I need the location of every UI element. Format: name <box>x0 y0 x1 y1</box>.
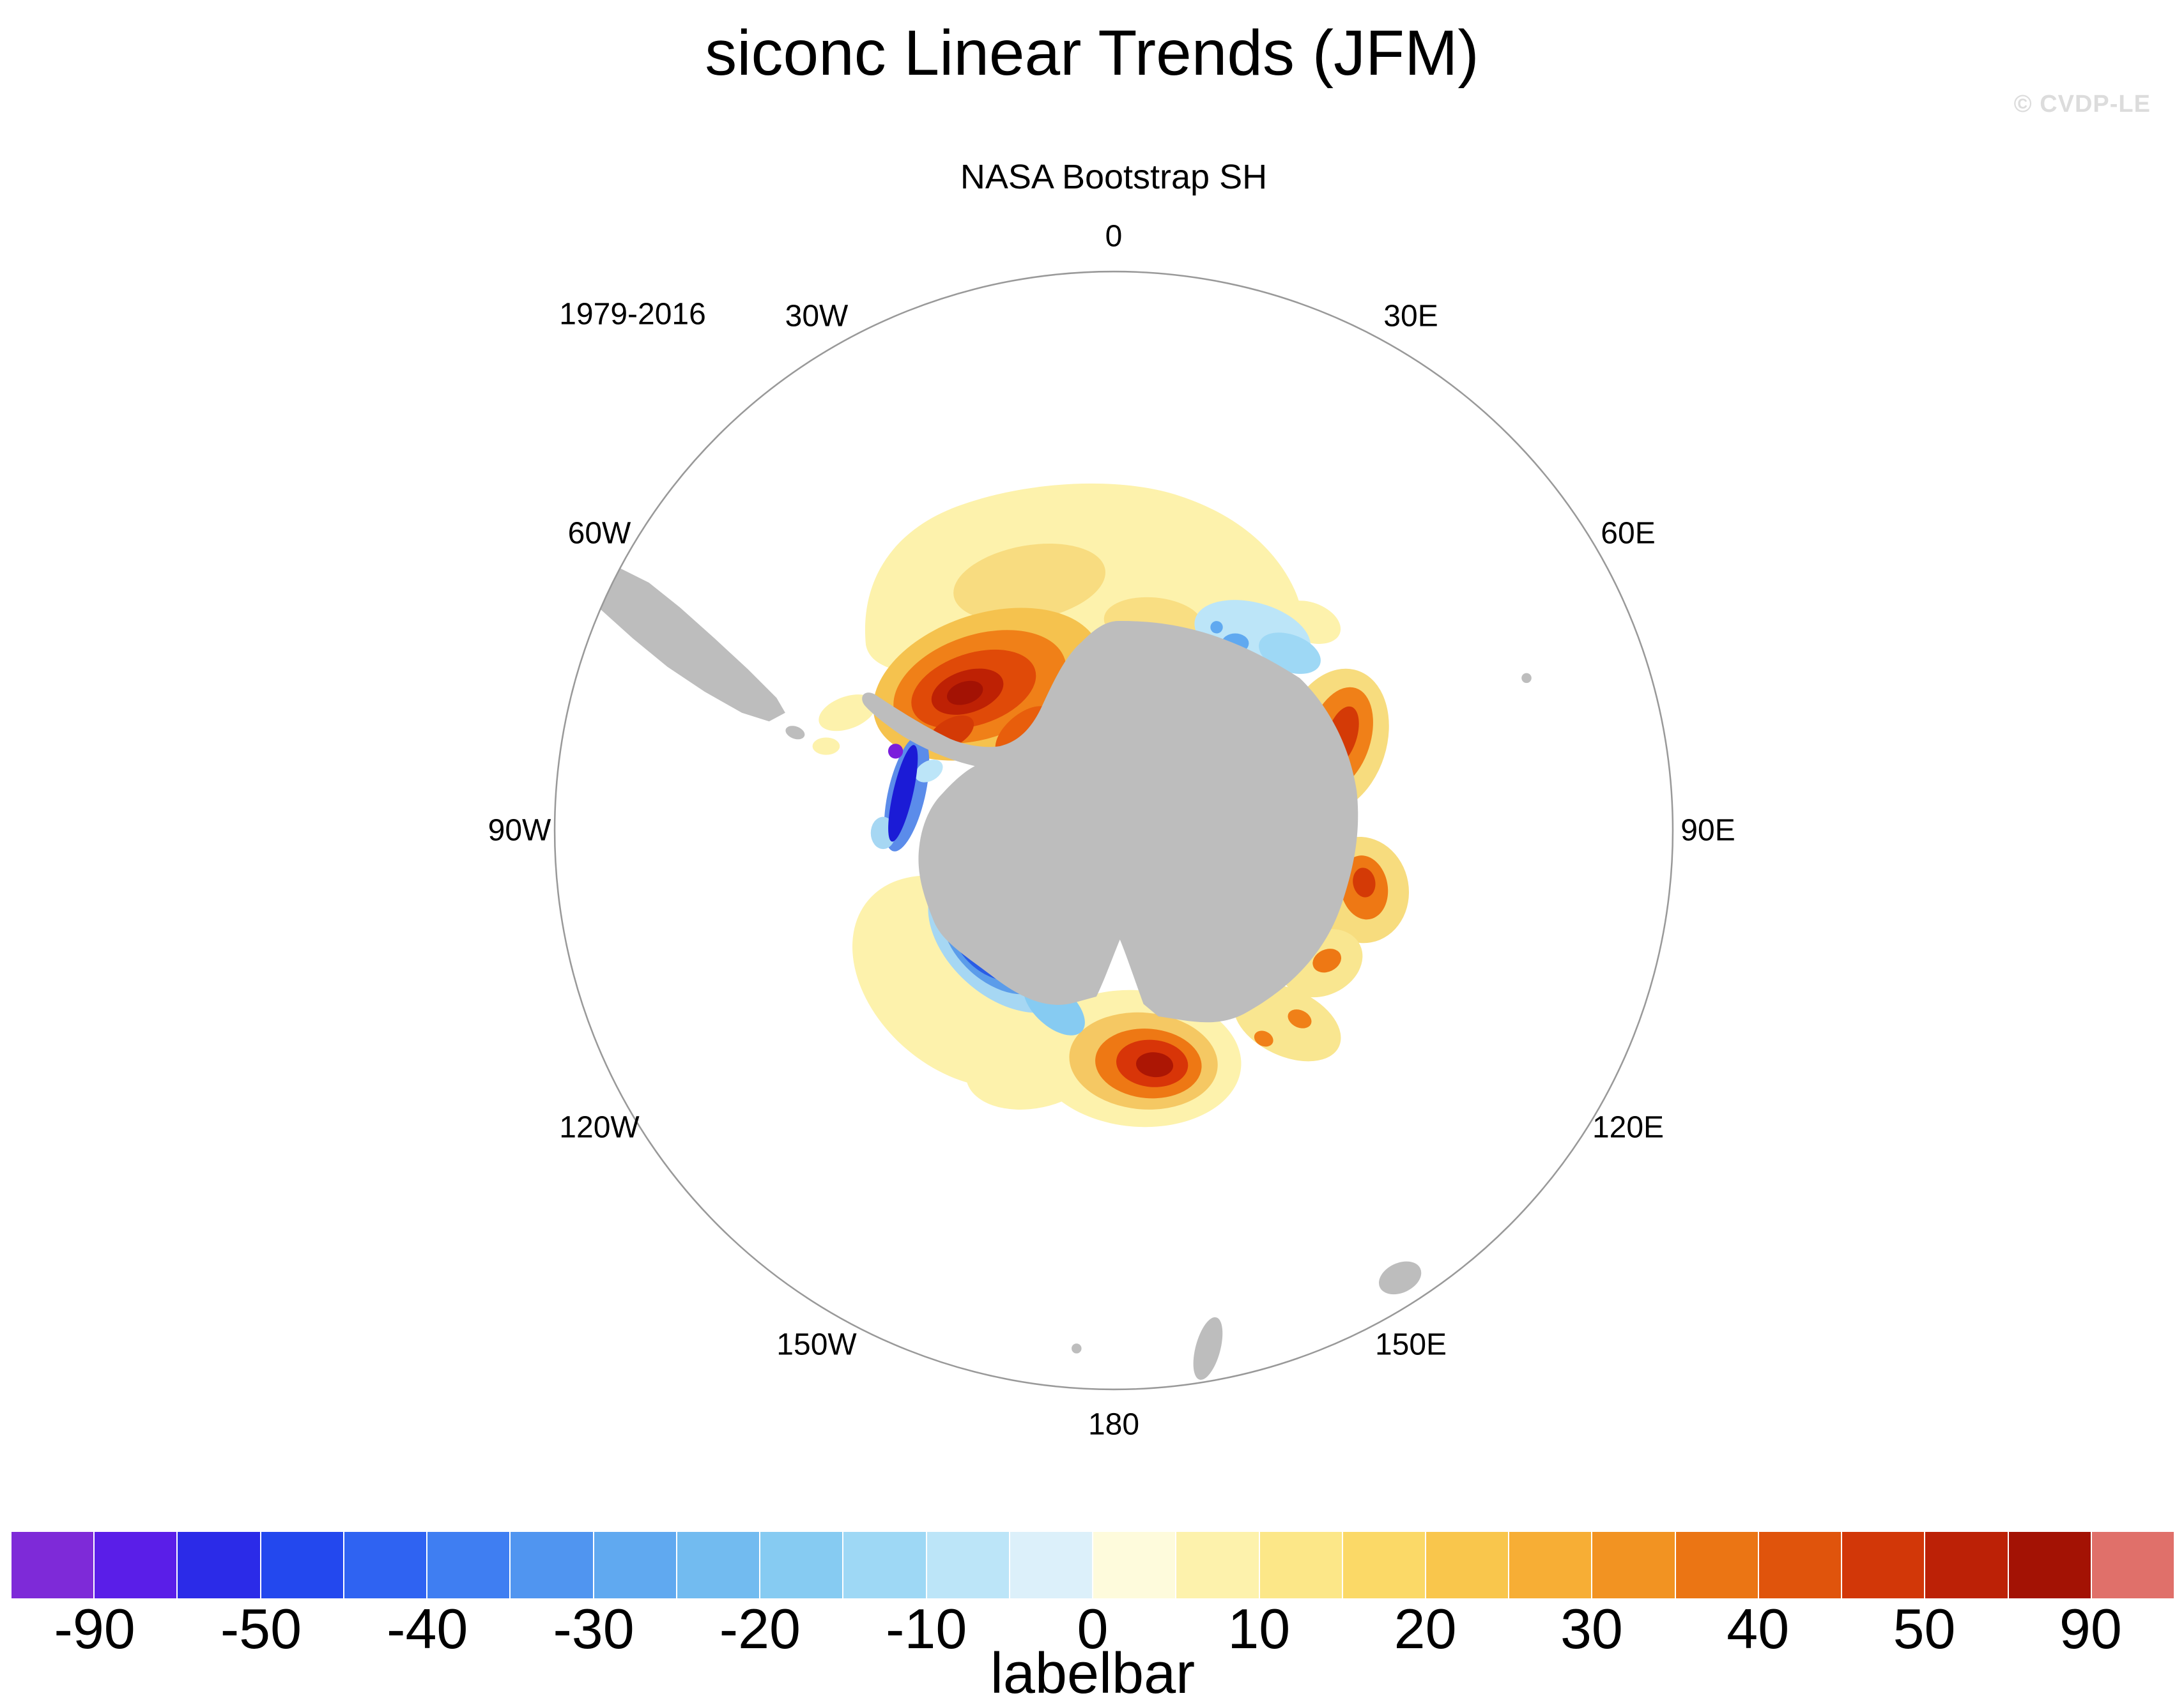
lon-label-150w: 150W <box>776 1327 857 1362</box>
labelbar-box <box>1259 1532 1343 1598</box>
labelbar-box <box>1176 1532 1260 1598</box>
lon-label-0: 0 <box>1105 219 1123 254</box>
labelbar-box <box>594 1532 677 1598</box>
island <box>1521 673 1532 684</box>
island <box>1193 1317 1223 1380</box>
labelbar-ticks: -90 -50 -40 -30 -20 -10 0 10 20 30 40 50… <box>12 1601 2174 1660</box>
labelbar-box <box>1509 1532 1593 1598</box>
labelbar-box <box>511 1532 594 1598</box>
polar-map <box>553 270 1674 1391</box>
labelbar-box <box>261 1532 344 1598</box>
labelbar-tick: 0 <box>1077 1597 1109 1660</box>
lon-label-90e: 90E <box>1680 813 1735 848</box>
period-label: 1979-2016 <box>559 297 706 332</box>
labelbar-tick: -20 <box>719 1597 801 1660</box>
lon-label-150e: 150E <box>1374 1327 1447 1362</box>
labelbar-tick: 90 <box>2059 1597 2122 1660</box>
labelbar-box <box>1010 1532 1094 1598</box>
antarctica <box>862 621 1358 1023</box>
labelbar-box <box>1093 1532 1177 1598</box>
labelbar-box <box>2008 1532 2092 1598</box>
labelbar-box <box>178 1532 261 1598</box>
land <box>565 555 1532 1380</box>
labelbar-boxes <box>12 1532 2174 1598</box>
lon-label-180: 180 <box>1088 1407 1140 1442</box>
labelbar-tick: 40 <box>1726 1597 1790 1660</box>
labelbar-title: labelbar <box>990 1642 1196 1698</box>
labelbar-box <box>677 1532 761 1598</box>
labelbar-box <box>1426 1532 1510 1598</box>
labelbar-box <box>12 1532 95 1598</box>
labelbar-tick: -40 <box>387 1597 468 1660</box>
labelbar-tick: -90 <box>54 1597 135 1660</box>
map-boundary <box>553 270 1674 1391</box>
panel-subtitle: NASA Bootstrap SH <box>960 158 1268 196</box>
labelbar-box <box>427 1532 511 1598</box>
labelbar-box <box>843 1532 927 1598</box>
labelbar-box <box>1925 1532 2009 1598</box>
watermark: © CVDP-LE <box>2013 91 2151 118</box>
labelbar-box <box>760 1532 844 1598</box>
figure-title: siconc Linear Trends (JFM) <box>705 17 1479 89</box>
labelbar-tick: -10 <box>886 1597 967 1660</box>
labelbar-box <box>95 1532 178 1598</box>
lon-label-90w: 90W <box>488 813 551 848</box>
labelbar-box <box>1842 1532 1926 1598</box>
lon-label-30e: 30E <box>1383 299 1438 333</box>
island <box>1072 1343 1082 1354</box>
labelbar-tick: 20 <box>1394 1597 1457 1660</box>
lon-label-30w: 30W <box>785 299 849 333</box>
labelbar-tick: 10 <box>1227 1597 1291 1660</box>
island <box>785 726 805 740</box>
labelbar-tick: 50 <box>1893 1597 1956 1660</box>
labelbar-tick: -50 <box>220 1597 302 1660</box>
labelbar-box <box>1592 1532 1676 1598</box>
labelbar-box <box>927 1532 1010 1598</box>
south-america-tip <box>565 555 785 722</box>
labelbar-tick: 30 <box>1560 1597 1623 1660</box>
lon-label-60w: 60W <box>567 516 631 551</box>
labelbar-box <box>2091 1532 2174 1598</box>
labelbar-box <box>1342 1532 1426 1598</box>
lon-label-60e: 60E <box>1601 516 1656 551</box>
island <box>1378 1261 1422 1295</box>
lon-label-120e: 120E <box>1592 1110 1665 1145</box>
lon-label-120w: 120W <box>559 1110 640 1145</box>
labelbar-box <box>1758 1532 1843 1598</box>
labelbar-box <box>344 1532 428 1598</box>
labelbar-tick: -30 <box>553 1597 634 1660</box>
labelbar-box <box>1675 1532 1759 1598</box>
